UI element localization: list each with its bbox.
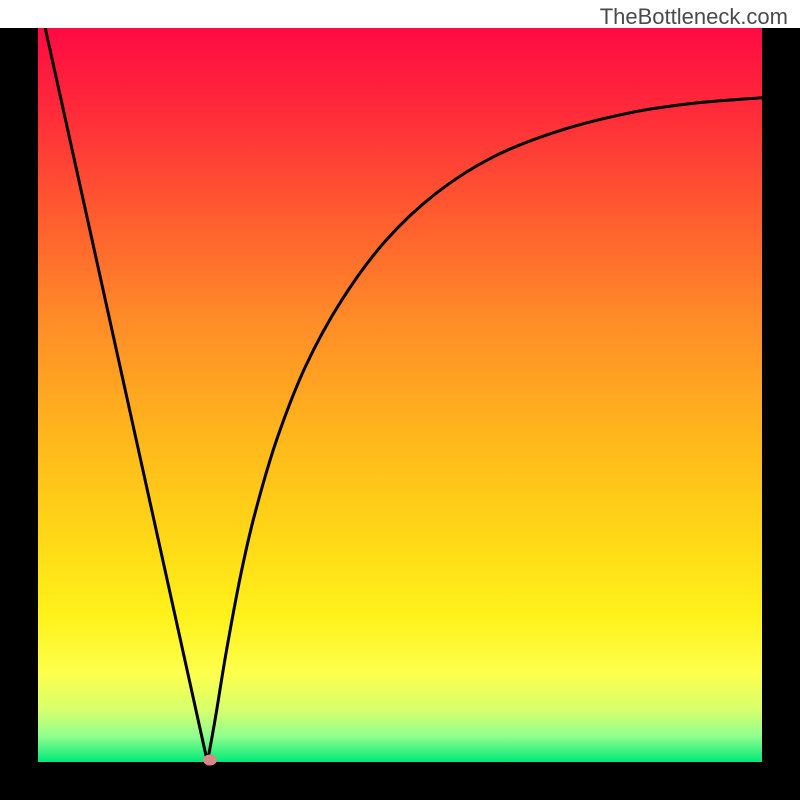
optimal-point-marker <box>203 754 217 765</box>
bottleneck-curve-path <box>45 28 762 762</box>
watermark-text: TheBottleneck.com <box>600 4 788 30</box>
bottleneck-chart: TheBottleneck.com <box>0 0 800 800</box>
curve-svg <box>38 28 762 762</box>
plot-area <box>38 28 762 762</box>
